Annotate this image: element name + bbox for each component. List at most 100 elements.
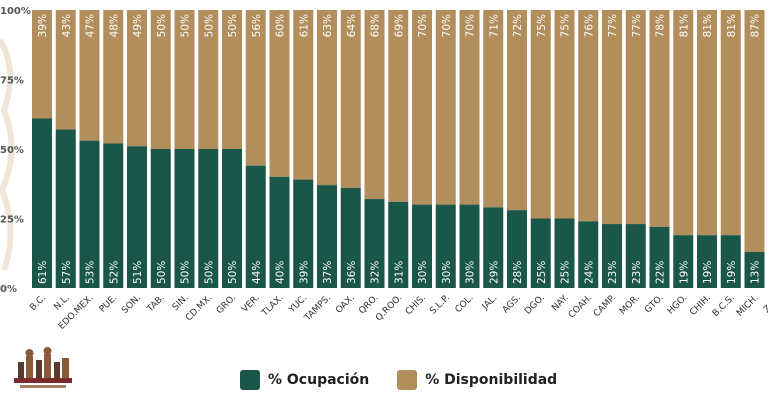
value-label-ocupacion: 30% xyxy=(417,261,429,284)
bar-disponibilidad xyxy=(174,10,195,149)
value-label-disponibilidad: 87% xyxy=(750,14,762,37)
value-label-disponibilidad: 70% xyxy=(441,14,453,37)
value-label-disponibilidad: 50% xyxy=(203,14,215,37)
value-label-disponibilidad: 49% xyxy=(132,14,144,37)
value-label-disponibilidad: 81% xyxy=(678,14,690,37)
bar-ocupacion xyxy=(317,185,337,288)
x-tick-label: SIN. xyxy=(171,293,191,313)
bar-disponibilidad xyxy=(744,10,765,252)
legend-swatch-disponibilidad xyxy=(397,370,418,390)
value-label-ocupacion: 23% xyxy=(607,261,619,284)
value-label-ocupacion: 40% xyxy=(275,261,287,284)
x-tick-label: ZAC. xyxy=(762,293,768,315)
x-tick-label: MICH. xyxy=(735,293,761,319)
x-tick-label: N.L. xyxy=(52,293,71,312)
bar-disponibilidad xyxy=(150,10,171,149)
legend-label-disponibilidad: % Disponibilidad xyxy=(425,372,558,388)
value-label-ocupacion: 29% xyxy=(488,261,500,284)
x-tick-label: VER. xyxy=(240,293,262,315)
y-tick-label: 75% xyxy=(0,76,24,87)
bar-disponibilidad xyxy=(530,10,551,219)
bar-disponibilidad xyxy=(578,10,599,222)
value-label-disponibilidad: 77% xyxy=(631,14,643,37)
bar-ocupacion xyxy=(245,165,266,288)
value-label-disponibilidad: 47% xyxy=(85,14,97,37)
value-label-ocupacion: 25% xyxy=(536,261,548,284)
bar-ocupacion xyxy=(79,140,100,288)
bar-disponibilidad xyxy=(554,10,575,219)
bar-disponibilidad xyxy=(317,10,337,186)
bar-disponibilidad xyxy=(364,10,385,200)
x-tick-label: TAB. xyxy=(145,293,167,315)
bar-disponibilidad xyxy=(127,10,147,147)
x-tick-label: JAL. xyxy=(480,293,499,312)
value-label-ocupacion: 19% xyxy=(678,261,690,284)
bar-ocupacion xyxy=(150,149,171,288)
y-tick-label: 0% xyxy=(0,284,17,295)
value-label-ocupacion: 50% xyxy=(227,261,239,284)
value-label-disponibilidad: 61% xyxy=(298,14,310,37)
value-label-ocupacion: 50% xyxy=(203,261,215,284)
government-emblem-icon xyxy=(12,344,74,392)
x-tick-label: AGS. xyxy=(501,293,523,315)
x-tick-label: DGO. xyxy=(523,293,547,317)
bar-disponibilidad xyxy=(602,10,622,225)
value-labels-group: 39% 61% 43% 57% 47% 53% 48% 52% 49% 51% 50% 50% 50% 5… xyxy=(37,14,762,284)
x-tick-label: COL. xyxy=(454,293,476,315)
value-label-ocupacion: 22% xyxy=(655,261,667,284)
value-label-disponibilidad: 39% xyxy=(37,14,49,37)
value-label-ocupacion: 44% xyxy=(251,261,263,284)
x-tick-label: GTO. xyxy=(643,293,665,315)
x-tick-label: TLAX. xyxy=(260,293,286,319)
bar-ocupacion xyxy=(530,218,551,288)
value-label-disponibilidad: 50% xyxy=(227,14,239,37)
value-label-ocupacion: 30% xyxy=(441,261,453,284)
bar-ocupacion xyxy=(198,149,219,288)
value-label-ocupacion: 19% xyxy=(702,261,714,284)
bar-ocupacion xyxy=(222,149,242,288)
value-label-disponibilidad: 69% xyxy=(393,14,405,37)
x-tick-label: SON. xyxy=(120,293,143,316)
y-tick-label: 25% xyxy=(0,215,24,226)
value-label-disponibilidad: 81% xyxy=(702,14,714,37)
value-label-disponibilidad: 50% xyxy=(156,14,168,37)
bar-ocupacion xyxy=(507,210,527,288)
bar-ocupacion xyxy=(602,224,622,288)
x-tick-label: HGO. xyxy=(666,293,690,317)
bar-ocupacion xyxy=(103,143,124,288)
bar-ocupacion xyxy=(697,235,717,288)
x-tick-label: GRO. xyxy=(215,293,238,316)
bar-ocupacion xyxy=(673,235,694,288)
legend-label-ocupacion: % Ocupación xyxy=(268,372,370,388)
x-tick-label: CAMP. xyxy=(592,293,618,319)
value-label-ocupacion: 25% xyxy=(560,261,572,284)
bar-ocupacion xyxy=(269,176,290,288)
value-label-disponibilidad: 77% xyxy=(607,14,619,37)
value-label-ocupacion: 13% xyxy=(750,261,762,284)
bar-disponibilidad xyxy=(32,10,52,119)
value-label-ocupacion: 50% xyxy=(180,261,192,284)
value-label-disponibilidad: 70% xyxy=(417,14,429,37)
value-label-ocupacion: 28% xyxy=(512,261,524,284)
x-tick-label: CHIH. xyxy=(688,293,713,318)
x-tick-label: B.C. xyxy=(28,293,48,313)
value-label-disponibilidad: 68% xyxy=(370,14,382,37)
value-label-ocupacion: 31% xyxy=(393,261,405,284)
x-tick-label: NAY. xyxy=(550,293,570,313)
bar-ocupacion xyxy=(174,149,195,288)
y-tick-label: 50% xyxy=(0,145,24,156)
bar-disponibilidad xyxy=(388,10,409,202)
bar-disponibilidad xyxy=(459,10,480,205)
x-tick-label: CD.MX. xyxy=(184,293,214,323)
bar-ocupacion xyxy=(127,146,147,288)
value-label-ocupacion: 23% xyxy=(631,261,643,284)
value-label-ocupacion: 39% xyxy=(298,261,310,284)
value-label-ocupacion: 52% xyxy=(108,261,120,284)
bar-disponibilidad xyxy=(412,10,432,205)
decorative-pattern xyxy=(0,38,15,271)
bar-ocupacion xyxy=(412,204,432,288)
bar-disponibilidad xyxy=(483,10,504,208)
value-label-disponibilidad: 48% xyxy=(108,14,120,37)
bar-disponibilidad xyxy=(435,10,456,205)
value-label-ocupacion: 50% xyxy=(156,261,168,284)
